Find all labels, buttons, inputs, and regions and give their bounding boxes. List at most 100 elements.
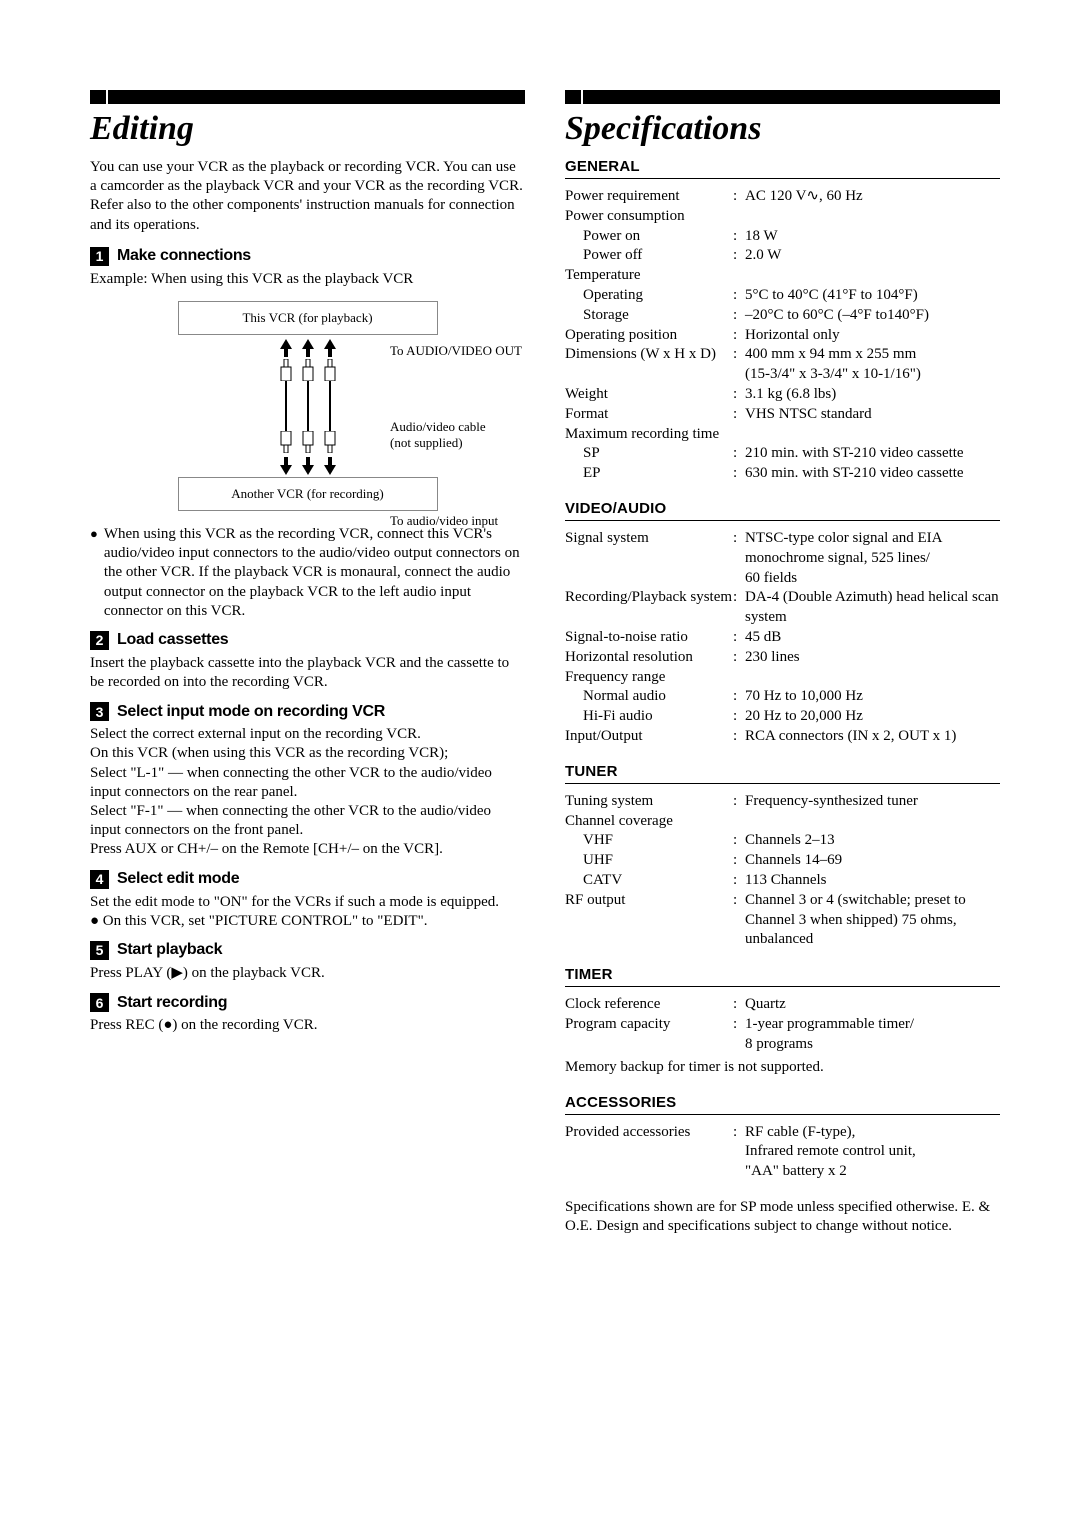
spec-value: 2.0 W — [745, 246, 1000, 266]
left-column: Editing You can use your VCR as the play… — [90, 90, 525, 1236]
spec-label: Clock reference — [565, 995, 733, 1015]
spec-colon: : — [733, 707, 745, 727]
spec-section-heading: TUNER — [565, 763, 1000, 784]
spec-colon: : — [733, 246, 745, 266]
spec-value: 630 min. with ST-210 video cassette — [745, 464, 1000, 484]
spec-row: SP:210 min. with ST-210 video cassette — [565, 444, 1000, 464]
spec-colon: : — [733, 405, 745, 425]
step-2-body: Insert the playback cassette into the pl… — [90, 654, 525, 692]
spec-section-heading: VIDEO/AUDIO — [565, 500, 1000, 521]
spec-label: Frequency range — [565, 668, 733, 688]
step-4-body: Set the edit mode to "ON" for the VCRs i… — [90, 893, 525, 931]
step-1-num: 1 — [90, 247, 109, 266]
spec-section-note: Memory backup for timer is not supported… — [565, 1058, 1000, 1077]
spec-label: Signal-to-noise ratio — [565, 628, 733, 648]
arrow-down-icon — [301, 457, 315, 475]
spec-row: Dimensions (W x H x D):400 mm x 94 mm x … — [565, 345, 1000, 385]
step-1-title: Make connections — [117, 247, 251, 265]
spec-value: Frequency-synthesized tuner — [745, 792, 1000, 812]
step-4-title: Select edit mode — [117, 870, 239, 888]
rca-connector-icon — [301, 359, 315, 381]
step-4-head: 4 Select edit mode — [90, 870, 525, 889]
spec-colon — [733, 207, 745, 227]
spec-colon: : — [733, 385, 745, 405]
spec-label: Tuning system — [565, 792, 733, 812]
spec-value: VHS NTSC standard — [745, 405, 1000, 425]
spec-label: Storage — [565, 306, 733, 326]
spec-label: VHF — [565, 831, 733, 851]
spec-colon: : — [733, 792, 745, 812]
spec-value: DA-4 (Double Azimuth) head helical scan … — [745, 588, 1000, 628]
spec-colon: : — [733, 1015, 745, 1055]
spec-value — [745, 812, 1000, 832]
step-4-num: 4 — [90, 870, 109, 889]
spec-colon: : — [733, 1123, 745, 1182]
spec-row: Normal audio:70 Hz to 10,000 Hz — [565, 687, 1000, 707]
page: Editing You can use your VCR as the play… — [90, 90, 1000, 1236]
spec-colon: : — [733, 687, 745, 707]
rca-connector-icon — [279, 431, 293, 453]
step-5-head: 5 Start playback — [90, 941, 525, 960]
editing-title: Editing — [90, 110, 525, 148]
spec-label: EP — [565, 464, 733, 484]
arrow-up-icon — [323, 339, 337, 357]
step-1-body: Example: When using this VCR as the play… — [90, 270, 525, 289]
spec-row: Storage:–20°C to 60°C (–4°F to140°F) — [565, 306, 1000, 326]
spec-row: Tuning system:Frequency-synthesized tune… — [565, 792, 1000, 812]
spec-row: Operating:5°C to 40°C (41°F to 104°F) — [565, 286, 1000, 306]
spec-value — [745, 668, 1000, 688]
specifications-title: Specifications — [565, 110, 1000, 148]
spec-row: Program capacity:1-year programmable tim… — [565, 1015, 1000, 1055]
step-5-title: Start playback — [117, 941, 222, 959]
spec-row: Hi-Fi audio:20 Hz to 20,000 Hz — [565, 707, 1000, 727]
spec-value: 210 min. with ST-210 video cassette — [745, 444, 1000, 464]
rca-connector-icon — [323, 359, 337, 381]
spec-row: VHF:Channels 2–13 — [565, 831, 1000, 851]
spec-value: 230 lines — [745, 648, 1000, 668]
spec-colon: : — [733, 464, 745, 484]
spec-row: Signal system:NTSC-type color signal and… — [565, 529, 1000, 588]
spec-row: Operating position:Horizontal only — [565, 326, 1000, 346]
spec-label: Power on — [565, 227, 733, 247]
spec-colon: : — [733, 871, 745, 891]
diagram-label-cable: Audio/video cable (not supplied) — [390, 419, 530, 450]
spec-value — [745, 266, 1000, 286]
spec-value: 400 mm x 94 mm x 255 mm (15-3/4" x 3-3/4… — [745, 345, 1000, 385]
spec-value: –20°C to 60°C (–4°F to140°F) — [745, 306, 1000, 326]
spec-label: SP — [565, 444, 733, 464]
spec-row: Power on:18 W — [565, 227, 1000, 247]
spec-label: Horizontal resolution — [565, 648, 733, 668]
spec-row: Power off:2.0 W — [565, 246, 1000, 266]
spec-colon: : — [733, 326, 745, 346]
header-bar-left — [90, 90, 525, 104]
spec-value: Quartz — [745, 995, 1000, 1015]
spec-value: NTSC-type color signal and EIA monochrom… — [745, 529, 1000, 588]
spec-value: 70 Hz to 10,000 Hz — [745, 687, 1000, 707]
spec-label: Temperature — [565, 266, 733, 286]
spec-colon — [733, 425, 745, 445]
step-3-title: Select input mode on recording VCR — [117, 703, 385, 721]
spec-value: 18 W — [745, 227, 1000, 247]
arrows-down-row — [178, 457, 438, 475]
arrow-up-icon — [301, 339, 315, 357]
step-3-head: 3 Select input mode on recording VCR — [90, 702, 525, 721]
spec-colon: : — [733, 444, 745, 464]
spec-colon: : — [733, 588, 745, 628]
spec-label: Maximum recording time — [565, 425, 733, 445]
spec-value: 113 Channels — [745, 871, 1000, 891]
rca-connector-icon — [279, 359, 293, 381]
spec-value: RF cable (F-type), Infrared remote contr… — [745, 1123, 1000, 1182]
step-2-num: 2 — [90, 631, 109, 650]
spec-value: Channels 14–69 — [745, 851, 1000, 871]
spec-section-heading: GENERAL — [565, 158, 1000, 179]
spec-row: UHF:Channels 14–69 — [565, 851, 1000, 871]
step-6-num: 6 — [90, 993, 109, 1012]
editing-intro: You can use your VCR as the playback or … — [90, 158, 525, 235]
spec-colon: : — [733, 628, 745, 648]
spec-label: Format — [565, 405, 733, 425]
spec-row: Provided accessories:RF cable (F-type), … — [565, 1123, 1000, 1182]
spec-row: Recording/Playback system:DA-4 (Double A… — [565, 588, 1000, 628]
spec-label: Hi-Fi audio — [565, 707, 733, 727]
spec-value: 1-year programmable timer/ 8 programs — [745, 1015, 1000, 1055]
spec-label: Operating — [565, 286, 733, 306]
